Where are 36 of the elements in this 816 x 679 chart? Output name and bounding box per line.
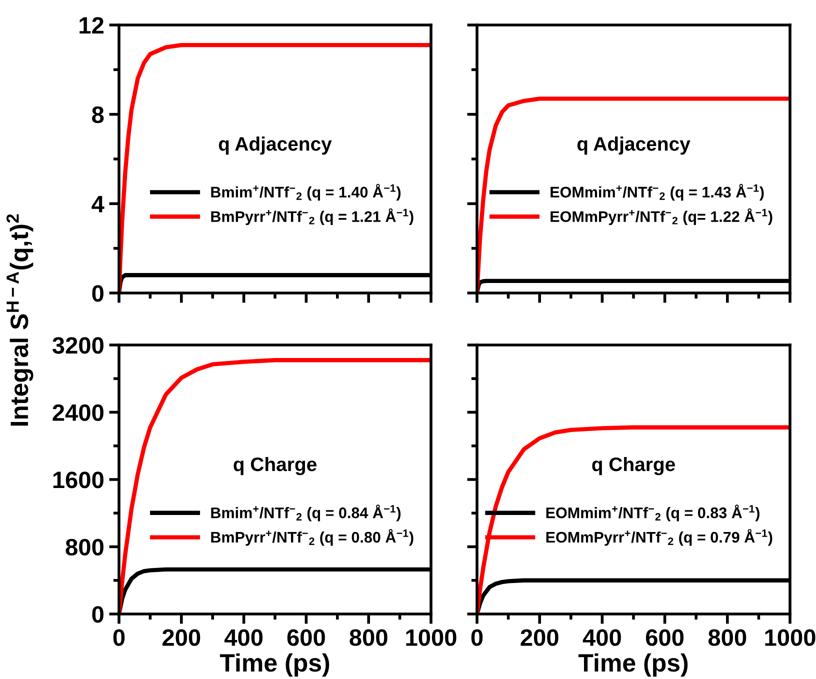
y-tick-label: 0 [92, 285, 104, 302]
x-tick-label: 800 [350, 629, 388, 646]
x-tick-label: 0 [113, 629, 125, 646]
legend-label: Bmim$^{+}$/NTf$^{−}$$_{2}$ (q = 1.40 Å$^{−1}$) [211, 184, 401, 201]
y-tick-label: 800 [66, 538, 104, 556]
x-tick-label: 400 [224, 629, 263, 646]
annotation: q Adjacency [218, 136, 332, 155]
annotation: q Charge [234, 456, 316, 476]
annotation: q Charge [592, 456, 675, 476]
x-tick-label: 1000 [406, 629, 456, 646]
x-tick-label: 200 [520, 629, 558, 646]
legend-label: EOMmPyrr$^{+}$/NTf$^{−}$$_{2}$ (q= 1.22 Å$^{−1}$) [550, 208, 772, 226]
x-tick-label: 0 [471, 629, 483, 646]
y-tick-label: 4 [92, 196, 104, 212]
x-tick-label: 400 [582, 629, 621, 646]
x-axis-title: Time (ps) [578, 653, 688, 677]
legend-label: BmPyrr$^{+}$/NTf$^{−}$$_{2}$ (q = 1.21 Å$^{−1}$) [211, 208, 414, 226]
y-tick-label: 1600 [53, 472, 104, 488]
annotation: q Adjacency [577, 136, 690, 155]
x-axis-title: Time (ps) [220, 653, 330, 677]
y-tick-label: 12 [80, 17, 104, 34]
x-tick-label: 600 [287, 629, 325, 646]
legend-label: EOMmPyrr$^{+}$/NTf$^{−}$$_{2}$ (q = 0.79 Å$^{−1}$) [546, 529, 772, 546]
x-tick-label: 1000 [765, 629, 816, 646]
y-tick-label: 0 [92, 606, 104, 623]
y-tick-label: 8 [92, 106, 104, 124]
legend-label: EOMmim$^{+}$/NTf$^{−}$$_{2}$ (q = 0.83 Å$^{−1}$) [546, 504, 760, 522]
legend-label: Bmim$^{+}$/NTf$^{−}$$_{2}$ (q = 0.84 Å$^{−1}$) [211, 504, 401, 522]
legend-label: BmPyrr$^{+}$/NTf$^{−}$$_{2}$ (q = 0.80 Å$^{−1}$) [211, 529, 414, 546]
legend-label: EOMmim$^{+}$/NTf$^{−}$$_{2}$ (q = 1.43 Å$^{−1}$) [550, 184, 764, 201]
x-tick-label: 800 [708, 629, 746, 646]
y-tick-label: 3200 [52, 337, 104, 354]
y-tick-label: 2400 [52, 404, 104, 422]
y-axis-title: Integral S$^{H−A}$(q,t)$^{2}$ [6, 214, 34, 426]
x-tick-label: 200 [162, 629, 200, 646]
x-tick-label: 600 [646, 629, 684, 646]
